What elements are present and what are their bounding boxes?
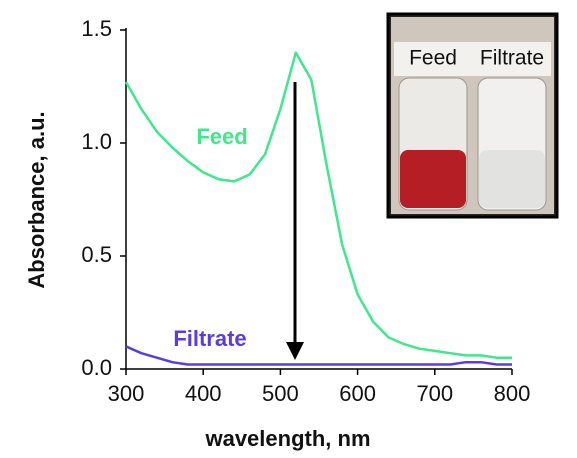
x-tick-label: 500 [262,381,299,406]
filtrate-liquid [479,150,545,208]
x-tick-label: 300 [108,381,145,406]
y-tick-label: 0.5 [81,242,112,267]
page: {"chart_data": {"type": "line", "x_label… [0,0,577,458]
y-tick-label: 1.0 [81,129,112,154]
y-tick-label: 1.5 [81,16,112,41]
inset-photo [388,14,557,217]
inset-label: Filtrate [480,47,544,70]
x-axis-title: wavelength, nm [204,426,370,451]
y-axis-title: Absorbance, a.u. [24,111,49,288]
x-tick-label: 400 [185,381,222,406]
inset-label: Feed [409,47,457,70]
x-tick-label: 700 [416,381,453,406]
y-tick-label: 0.0 [81,355,112,380]
x-tick-label: 800 [494,381,531,406]
series-label: Filtrate [173,326,246,351]
chart: wavelength, nm Absorbance, a.u. 0.0 0.5 1.… [0,0,577,458]
x-tick-label: 600 [339,381,376,406]
arrow-head [286,342,304,360]
series-label: Feed [196,124,247,149]
feed-liquid [400,150,466,208]
